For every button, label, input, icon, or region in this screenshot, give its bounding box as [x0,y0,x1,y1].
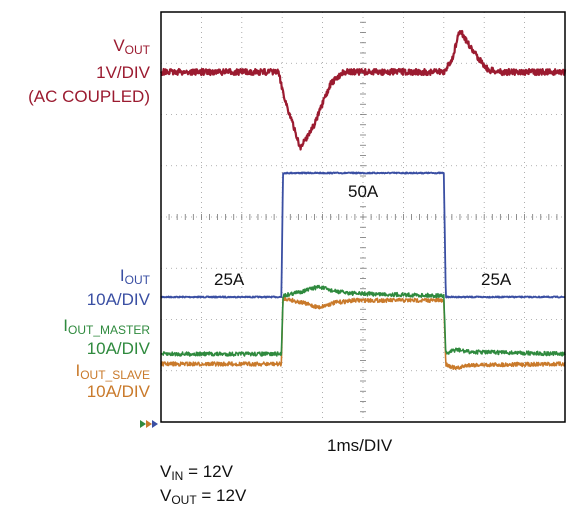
condition-vout-main: V [160,486,172,505]
vout-label: VOUT [113,36,150,60]
ground-reference-marker [152,420,158,428]
x-axis-label: 1ms/DIV [327,436,393,455]
vout-label-main: V [113,36,125,55]
ground-markers [140,420,158,428]
plot-frame [160,11,566,423]
annotation-load-high: 50A [348,182,379,201]
condition-vout-value: = 12V [196,486,247,505]
vout-coupling-note: (AC COUPLED) [28,87,150,106]
iout-master-label-sub: OUT_MASTER [67,323,150,337]
iout-master-label: IOUT_MASTER [63,316,150,340]
condition-vin-sub: IN [171,469,184,483]
condition-vin-main: V [160,462,172,481]
trace-iout-master [160,284,566,357]
trace-vout [159,29,567,151]
ground-reference-marker [140,420,146,428]
iout-label-sub: OUT [124,273,150,287]
ground-reference-marker [146,420,152,428]
trace-iout-slave [160,296,566,371]
condition-vin-value: = 12V [183,462,233,481]
condition-vout: VOUT = 12V [160,486,246,510]
condition-vin: VIN = 12V [160,462,233,486]
traces [159,29,567,371]
iout-label: IOUT [120,266,150,290]
vout-label-sub: OUT [124,43,150,57]
iout-slave-scale-label: 10A/DIV [86,382,150,401]
trace-iout [160,171,566,299]
iout-slave-label-sub: OUT_SLAVE [80,368,150,382]
iout-master-label-main: I [63,316,68,335]
iout-slave-label: IOUT_SLAVE [75,361,150,385]
iout-slave-label-main: I [75,361,81,380]
iout-label-main: I [119,266,125,285]
condition-vout-sub: OUT [171,493,197,507]
annotation-load-low-left: 25A [214,270,245,289]
iout-master-scale-label: 10A/DIV [86,339,150,358]
annotation-load-low-right: 25A [481,270,512,289]
vout-scale-label: 1V/DIV [96,63,150,82]
iout-scale-label: 10A/DIV [86,290,150,309]
